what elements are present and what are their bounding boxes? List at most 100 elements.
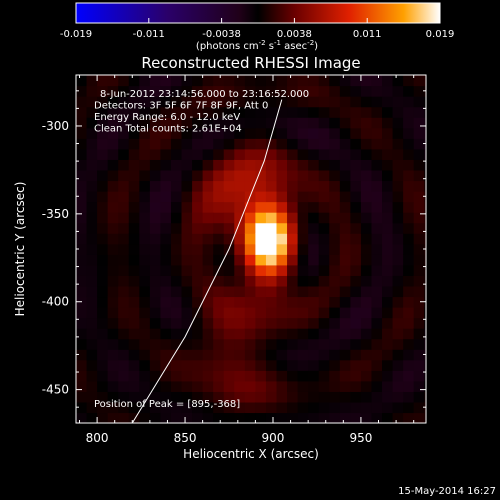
heatmap-cell xyxy=(170,159,183,171)
heatmap-cell xyxy=(265,169,278,182)
heatmap-cell xyxy=(403,222,415,234)
colorbar-tick-label: 0.019 xyxy=(426,29,455,40)
heatmap-cell xyxy=(371,180,383,192)
heatmap-cell xyxy=(97,349,109,361)
heatmap-cell xyxy=(107,380,119,392)
heatmap-cell xyxy=(234,212,246,224)
heatmap-cell xyxy=(350,380,362,392)
heatmap-cell xyxy=(181,180,193,192)
heatmap-cell xyxy=(118,191,130,203)
heatmap-cell xyxy=(424,201,426,213)
heatmap-cell xyxy=(170,338,183,350)
heatmap-cell xyxy=(287,264,299,276)
heatmap-cell xyxy=(318,380,330,392)
heatmap-cell xyxy=(350,254,362,266)
heatmap-cell xyxy=(360,307,373,319)
heatmap-cell xyxy=(382,380,394,392)
heatmap-cell xyxy=(139,264,151,276)
heatmap-cell xyxy=(202,191,214,203)
heatmap-cell xyxy=(139,338,151,350)
heatmap-cell xyxy=(97,328,109,340)
heatmap-cell xyxy=(350,296,362,308)
heatmap-cell xyxy=(170,169,183,182)
heatmap-cell xyxy=(128,96,140,108)
heatmap-cell xyxy=(149,201,162,213)
heatmap-cell xyxy=(276,254,288,266)
heatmap-cell xyxy=(318,370,330,382)
heatmap-cell xyxy=(350,169,362,182)
heatmap-cell xyxy=(329,359,341,371)
heatmap-cell xyxy=(339,180,351,192)
heatmap-cell xyxy=(382,159,394,171)
heatmap-cell xyxy=(223,106,235,118)
heatmap-cell xyxy=(139,148,151,160)
heatmap-cell xyxy=(76,148,88,160)
heatmap-cell xyxy=(255,127,267,139)
heatmap-cell xyxy=(86,138,98,150)
heatmap-cell xyxy=(76,391,88,403)
heatmap-cell xyxy=(86,169,98,182)
heatmap-cell xyxy=(371,317,383,329)
heatmap-cell xyxy=(118,138,130,150)
heatmap-cell xyxy=(181,159,193,171)
heatmap-cell xyxy=(223,275,235,287)
heatmap-cell xyxy=(255,169,267,182)
heatmap-cell xyxy=(392,349,404,361)
heatmap-cell xyxy=(392,138,404,150)
heatmap-cell xyxy=(276,169,288,182)
heatmap-cell xyxy=(181,96,193,108)
heatmap-cell xyxy=(371,212,383,224)
heatmap-cell xyxy=(276,412,288,423)
heatmap-cell xyxy=(223,222,235,234)
heatmap-cell xyxy=(329,264,341,276)
heatmap-cell xyxy=(107,191,119,203)
heatmap-cell xyxy=(223,159,235,171)
heatmap-cell xyxy=(107,75,119,87)
heatmap-cell xyxy=(128,243,140,255)
heatmap-cell xyxy=(276,212,288,224)
heatmap-cell xyxy=(308,401,320,414)
heatmap-cell xyxy=(223,169,235,182)
heatmap-cell xyxy=(170,233,183,245)
heatmap-cell xyxy=(223,191,235,203)
heatmap-cell xyxy=(424,264,426,276)
heatmap-cell xyxy=(255,222,267,234)
heatmap-cell xyxy=(181,317,193,329)
heatmap-cell xyxy=(128,180,140,192)
heatmap-cell xyxy=(181,243,193,255)
heatmap-cell xyxy=(244,117,256,129)
heatmap-cell xyxy=(350,391,362,403)
heatmap-cell xyxy=(86,391,98,403)
heatmap-cell xyxy=(329,307,341,319)
heatmap-cell xyxy=(350,349,362,361)
heatmap-cell xyxy=(192,338,204,350)
heatmap-cell xyxy=(308,191,320,203)
heatmap-cell xyxy=(350,275,362,287)
heatmap-cell xyxy=(339,106,351,118)
heatmap-cell xyxy=(413,243,425,255)
heatmap-cell xyxy=(276,148,288,160)
heatmap-cell xyxy=(170,296,183,308)
heatmap-cell xyxy=(234,85,246,97)
heatmap-cell xyxy=(339,349,351,361)
heatmap-cell xyxy=(76,307,88,319)
heatmap-cell xyxy=(382,254,394,266)
heatmap-cell xyxy=(223,307,235,319)
heatmap-cell xyxy=(255,359,267,371)
heatmap-cell xyxy=(318,106,330,118)
heatmap-cell xyxy=(128,391,140,403)
heatmap-cell xyxy=(160,75,172,87)
heatmap-cell xyxy=(192,275,204,287)
heatmap-cell xyxy=(297,317,309,329)
heatmap-cell xyxy=(371,412,383,423)
heatmap-cell xyxy=(107,296,119,308)
heatmap-cell xyxy=(192,317,204,329)
heatmap-cell xyxy=(234,201,246,213)
heatmap-cell xyxy=(202,159,214,171)
heatmap-cell xyxy=(118,201,130,213)
heatmap-cell xyxy=(318,285,330,298)
heatmap-cell xyxy=(139,169,151,182)
heatmap-cell xyxy=(297,106,309,118)
heatmap-cell xyxy=(265,96,278,108)
heatmap-cell xyxy=(403,254,415,266)
